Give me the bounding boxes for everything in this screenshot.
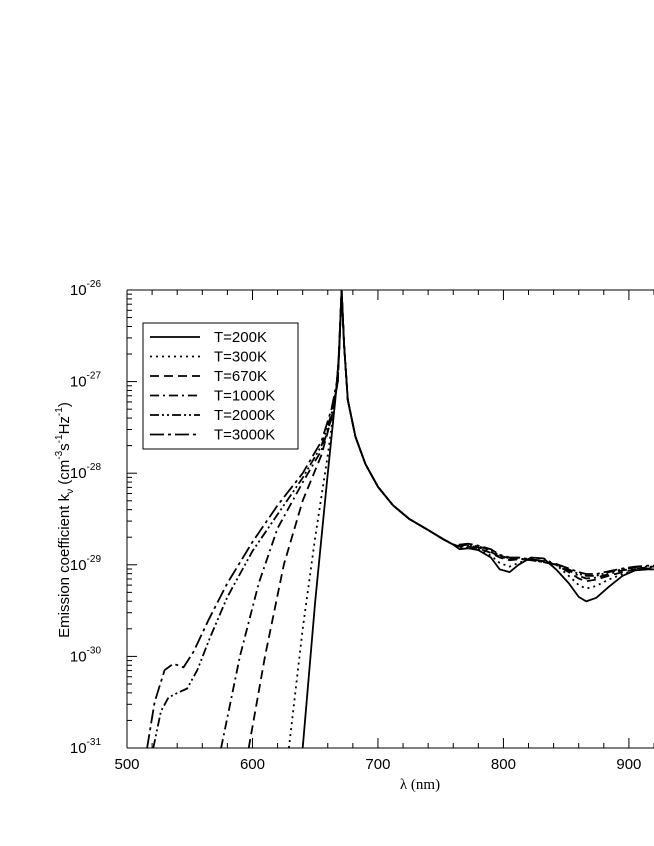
- y-tick-label: 10-31: [70, 737, 102, 757]
- y-tick-label: 10-26: [70, 279, 102, 299]
- series-line-t-200k: [301, 290, 654, 748]
- series-line-t-3000k: [146, 290, 654, 748]
- x-tick-label: 500: [114, 756, 139, 773]
- legend-label: T=2000K: [214, 407, 275, 424]
- x-tick-label: 900: [616, 756, 641, 773]
- series-line-t-300k: [288, 290, 654, 748]
- y-tick-label: 10-29: [70, 554, 102, 574]
- y-tick-label: 10-27: [70, 371, 102, 391]
- y-axis-title: Emission coefficient kν (cm-3s-1Hz-1): [54, 402, 76, 638]
- y-tick-label: 10-28: [70, 462, 102, 482]
- series-line-t-2000k: [152, 290, 654, 748]
- y-tick-label: 10-30: [70, 645, 102, 665]
- legend-box: [142, 322, 299, 450]
- legend-label: T=1000K: [214, 388, 275, 405]
- legend-label: T=200K: [214, 329, 267, 346]
- series-line-t-670k: [247, 290, 654, 748]
- x-tick-label: 700: [365, 756, 390, 773]
- legend-label: T=300K: [214, 349, 267, 366]
- legend-label: T=3000K: [214, 427, 275, 444]
- legend-label: T=670K: [214, 368, 267, 385]
- series-layer: [146, 290, 654, 748]
- legend: T=200K T=300K T=670K T=1000K T=2000K T=3000K: [142, 322, 299, 450]
- x-tick-label: 600: [240, 756, 265, 773]
- x-axis-title: λ (nm): [400, 777, 440, 793]
- axes-layer: 500 600 700 800 900 10-26 10-27 10-28 10-29 10-30…: [70, 279, 654, 773]
- x-tick-label: 800: [491, 756, 516, 773]
